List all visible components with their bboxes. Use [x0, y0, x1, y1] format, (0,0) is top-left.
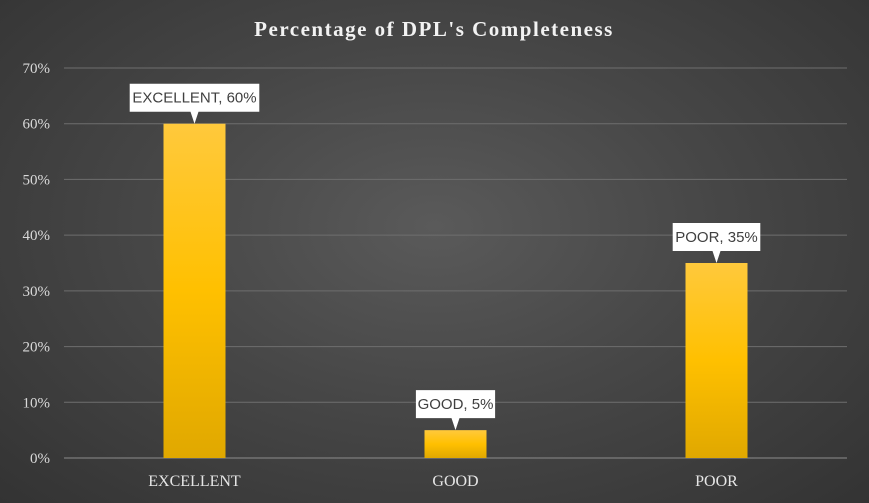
data-label-box	[415, 390, 496, 431]
bars	[163, 123, 748, 458]
y-tick-label: 30%	[23, 284, 51, 300]
x-axis-tick-labels: EXCELLENT GOOD POOR	[148, 473, 738, 490]
x-tick-label: GOOD	[432, 473, 478, 490]
x-tick-label: POOR	[695, 473, 738, 490]
y-tick-label: 20%	[23, 340, 51, 356]
data-label-excellent: EXCELLENT, 60%	[129, 83, 260, 124]
data-label-text: POOR, 35%	[675, 229, 758, 246]
y-tick-label: 60%	[23, 117, 51, 133]
data-labels: EXCELLENT, 60% GOOD, 5% POOR, 35%	[129, 83, 761, 431]
bar-excellent	[163, 123, 226, 458]
data-label-box	[129, 83, 260, 124]
y-axis-tick-labels: 0% 10% 20% 30% 40% 50% 60% 70%	[23, 61, 51, 467]
data-label-good: GOOD, 5%	[415, 390, 496, 431]
y-tick-label: 0%	[30, 451, 50, 467]
data-label-text: EXCELLENT, 60%	[132, 90, 256, 107]
data-label-box	[672, 223, 761, 263]
bar-good	[424, 430, 487, 458]
y-tick-label: 50%	[23, 172, 51, 188]
y-tick-label: 70%	[23, 61, 51, 77]
data-label-text: GOOD, 5%	[418, 396, 494, 413]
bar-poor	[685, 263, 748, 458]
y-tick-label: 10%	[23, 395, 51, 411]
x-tick-label: EXCELLENT	[148, 473, 241, 490]
chart-title: Percentage of DPL's Completeness	[254, 17, 614, 41]
data-label-poor: POOR, 35%	[672, 223, 761, 263]
y-tick-label: 40%	[23, 228, 51, 244]
